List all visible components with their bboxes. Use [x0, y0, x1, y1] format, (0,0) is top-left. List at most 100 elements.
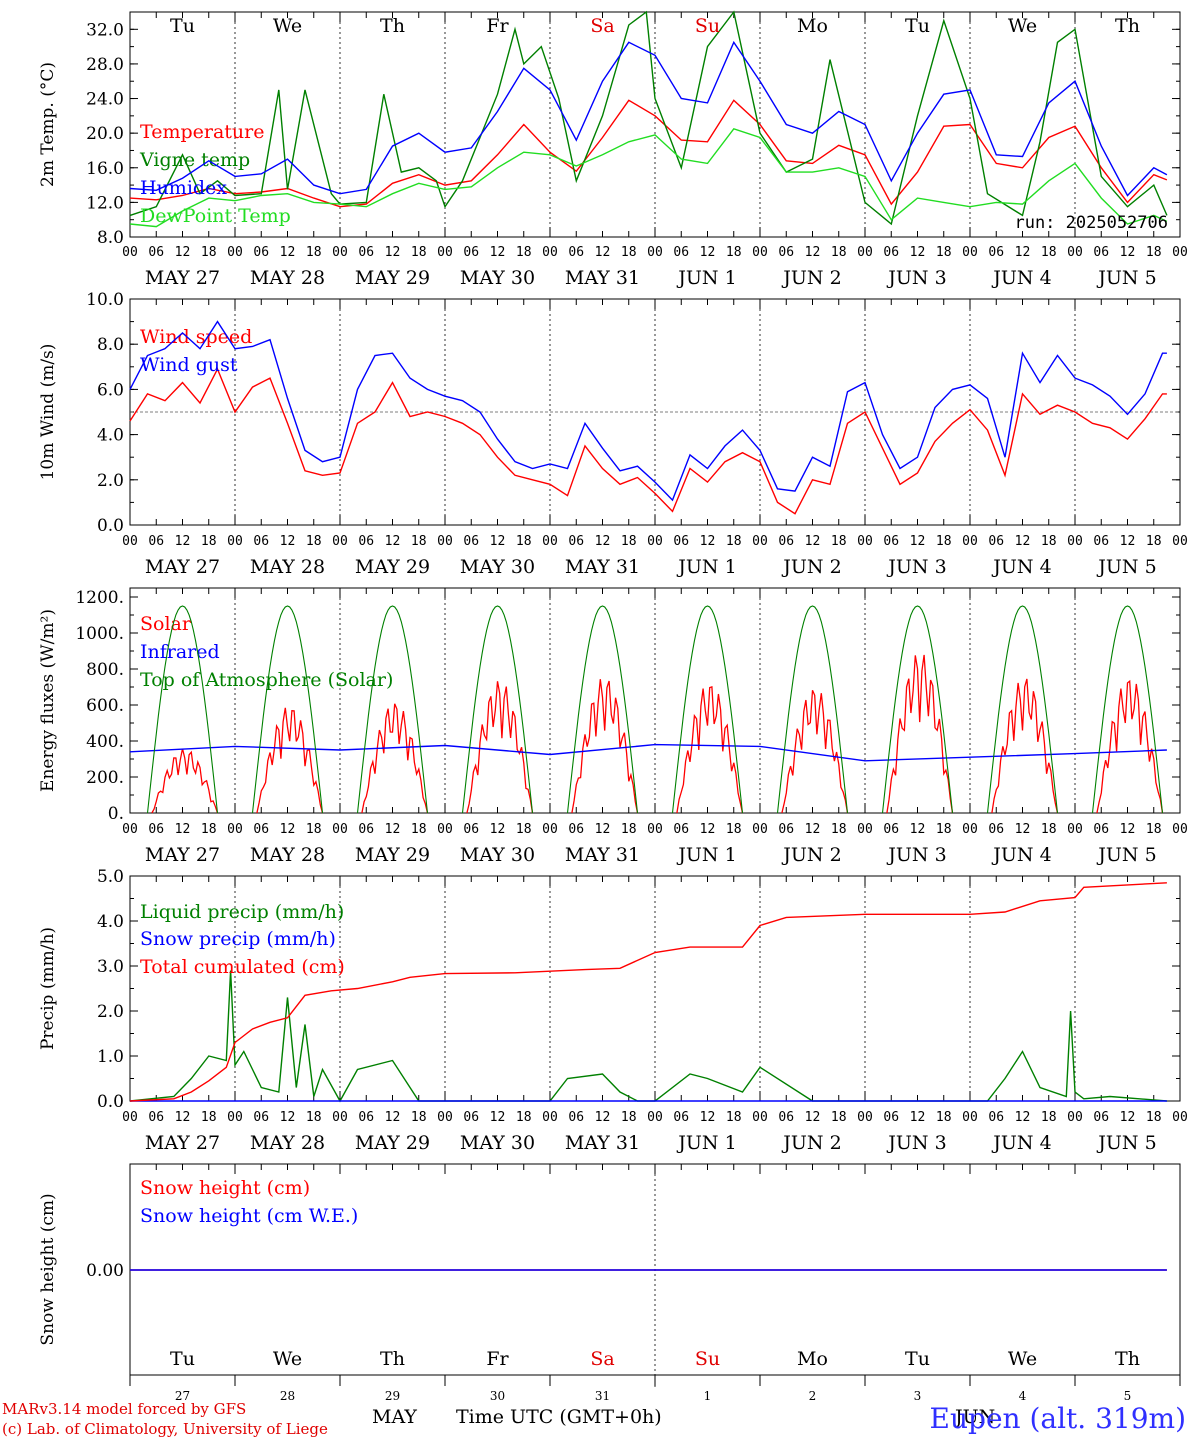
date-label: JUN 4	[991, 267, 1051, 289]
hour-tick-label: 00	[437, 1110, 453, 1125]
solar-curve	[361, 703, 429, 814]
y-tick-label: 1.0	[97, 1047, 124, 1067]
date-label: MAY 31	[565, 267, 640, 289]
x-axis-title: Time UTC (GMT+0h)	[456, 1406, 662, 1428]
y-tick-label: 10.0	[86, 290, 124, 310]
y-tick-label: 2.0	[97, 471, 124, 491]
footer-day-number: 1	[704, 1389, 712, 1403]
site-label: Eupen (alt. 319m)	[929, 1402, 1186, 1435]
hour-tick-label: 18	[411, 1110, 427, 1125]
date-label: JUN 2	[781, 556, 841, 578]
y-tick-label: 32.0	[86, 20, 124, 40]
hour-tick-label: 12	[385, 534, 401, 549]
hour-tick-label: 12	[280, 822, 296, 837]
hour-tick-label: 00	[332, 822, 348, 837]
hour-tick-label: 00	[1172, 822, 1188, 837]
hour-tick-label: 06	[883, 822, 899, 837]
weekday-label-bottom: Fr	[486, 1348, 509, 1370]
hour-tick-label: 00	[962, 822, 978, 837]
hour-tick-label: 18	[1146, 1110, 1162, 1125]
hour-tick-label: 18	[201, 534, 217, 549]
hour-tick-label: 00	[1067, 245, 1083, 260]
hour-tick-label: 18	[516, 534, 532, 549]
date-label: MAY 28	[250, 844, 325, 866]
date-label: MAY 30	[460, 844, 535, 866]
hour-tick-label: 00	[437, 245, 453, 260]
date-label: JUN 1	[676, 844, 736, 866]
hour-tick-label: 12	[805, 245, 821, 260]
hour-tick-label: 00	[752, 534, 768, 549]
hour-tick-label: 06	[778, 534, 794, 549]
hour-tick-label: 06	[778, 822, 794, 837]
hour-tick-label: 12	[910, 1110, 926, 1125]
hour-tick-label: 18	[726, 245, 742, 260]
hour-tick-label: 00	[227, 822, 243, 837]
y-tick-label: 600.	[86, 696, 124, 716]
hour-tick-label: 12	[1120, 534, 1136, 549]
hour-tick-label: 18	[516, 822, 532, 837]
hour-tick-label: 06	[988, 534, 1004, 549]
hour-tick-label: 06	[358, 245, 374, 260]
hour-tick-label: 06	[988, 1110, 1004, 1125]
hour-tick-label: 06	[1093, 822, 1109, 837]
credit-line-2: (c) Lab. of Climatology, University of L…	[2, 1420, 328, 1438]
hour-tick-label: 12	[1120, 822, 1136, 837]
hour-tick-label: 12	[280, 1110, 296, 1125]
y-tick-label: 8.0	[97, 228, 124, 248]
solar-curve	[256, 707, 324, 814]
y-tick-label: 1000.	[75, 624, 124, 644]
hour-tick-label: 18	[621, 534, 637, 549]
series-line-wind-gust	[129, 320, 1167, 502]
hour-tick-label: 18	[1041, 822, 1057, 837]
hour-tick-label: 12	[490, 534, 506, 549]
hour-tick-label: 06	[673, 245, 689, 260]
footer-day-number: 28	[280, 1389, 295, 1403]
hour-tick-label: 12	[280, 534, 296, 549]
hour-tick-label: 12	[700, 822, 716, 837]
date-label: JUN 3	[886, 556, 946, 578]
y-tick-label: 20.0	[86, 124, 124, 144]
hour-tick-label: 18	[1041, 534, 1057, 549]
toa-solar-curve	[356, 605, 429, 814]
hour-tick-label: 12	[700, 534, 716, 549]
footer-day-number: 4	[1019, 1389, 1027, 1403]
hour-tick-label: 00	[857, 822, 873, 837]
month-label-may: MAY	[372, 1406, 417, 1428]
hour-tick-label: 18	[621, 822, 637, 837]
hour-tick-label: 06	[253, 245, 269, 260]
y-axis-title: Snow height (cm)	[38, 1193, 58, 1345]
y-axis-title: 2m Temp. (°C)	[38, 62, 58, 187]
hour-tick-label: 18	[306, 1110, 322, 1125]
toa-solar-curve	[881, 605, 954, 814]
legend-total-cumulated-cm-: Total cumulated (cm)	[140, 956, 345, 978]
hour-tick-label: 00	[437, 822, 453, 837]
hour-tick-label: 00	[122, 245, 138, 260]
hour-tick-label: 06	[253, 1110, 269, 1125]
y-tick-label: 6.0	[97, 380, 124, 400]
hour-tick-label: 06	[358, 1110, 374, 1125]
date-label: MAY 30	[460, 556, 535, 578]
hour-tick-label: 06	[358, 534, 374, 549]
weekday-label-bottom: Mo	[797, 1348, 828, 1370]
legend-liquid-precip-mm-h-: Liquid precip (mm/h)	[140, 901, 344, 923]
hour-tick-label: 00	[332, 534, 348, 549]
y-tick-label: 800.	[86, 660, 124, 680]
date-label: MAY 29	[355, 844, 430, 866]
hour-tick-label: 06	[148, 245, 164, 260]
series-line-total-cumulated-cm-	[129, 882, 1167, 1102]
legend-infrared: Infrared	[140, 641, 220, 663]
date-label: MAY 29	[355, 267, 430, 289]
date-label: MAY 27	[145, 267, 220, 289]
hour-tick-label: 18	[726, 534, 742, 549]
hour-tick-label: 18	[516, 245, 532, 260]
date-label: MAY 30	[460, 1132, 535, 1154]
weekday-label-top: Fr	[486, 15, 509, 37]
date-label: MAY 27	[145, 556, 220, 578]
y-tick-label: 1200.	[75, 588, 124, 608]
hour-tick-label: 06	[463, 1110, 479, 1125]
y-tick-label: 4.0	[97, 426, 124, 446]
weekday-label-top: Th	[380, 15, 405, 37]
hour-tick-label: 12	[280, 245, 296, 260]
legend-top-of-atmosphere-solar-: Top of Atmosphere (Solar)	[140, 669, 393, 691]
